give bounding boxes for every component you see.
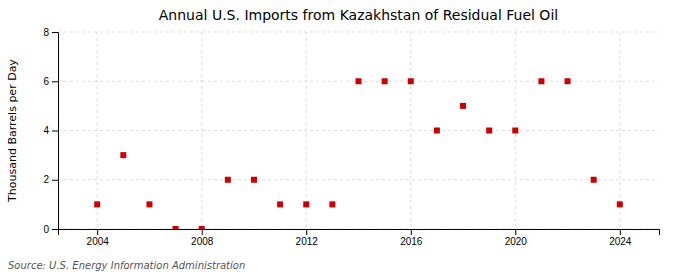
- point: [486, 128, 492, 134]
- point: [199, 226, 205, 229]
- tick-mark: [411, 229, 412, 235]
- point: [460, 103, 466, 109]
- tick: 8: [43, 27, 58, 38]
- tick: 2: [43, 174, 58, 185]
- point: [565, 78, 571, 84]
- tick-label: 2: [43, 174, 49, 185]
- point: [434, 128, 440, 134]
- point: [617, 201, 623, 207]
- point: [303, 201, 309, 207]
- point: [225, 177, 231, 183]
- tick-label: 2008: [191, 236, 214, 247]
- point: [408, 78, 414, 84]
- tick: 2004: [87, 229, 110, 247]
- grid-line-x: [306, 32, 307, 229]
- grid-line-x: [97, 32, 98, 229]
- point: [173, 226, 179, 229]
- tick-mark: [515, 229, 516, 235]
- tick-mark: [52, 32, 58, 33]
- point: [94, 201, 100, 207]
- point: [512, 128, 518, 134]
- source-note: Source: U.S. Energy Information Administ…: [8, 260, 245, 271]
- tick-label: 4: [43, 125, 49, 136]
- point: [356, 78, 362, 84]
- tick: 2016: [400, 229, 423, 247]
- tick-mark: [52, 131, 58, 132]
- tick-label: 2016: [400, 236, 423, 247]
- points: [94, 78, 623, 229]
- axis-line: [59, 230, 660, 236]
- tick: 2012: [296, 229, 319, 247]
- chart: 2004 2008 2012 2016 2020 2024 0 2 4 6 8 Annual U.S.…: [0, 0, 675, 275]
- grid: [58, 32, 659, 229]
- grid-line-x: [619, 32, 620, 229]
- point: [120, 152, 126, 158]
- tick-mark: [202, 229, 203, 235]
- y-axis-label: Thousand Barrels per Day: [6, 59, 19, 203]
- tick-label: 2004: [87, 236, 110, 247]
- point: [146, 201, 152, 207]
- tick-label: 6: [43, 76, 49, 87]
- grid-line-y: [58, 179, 659, 180]
- grid-line-x: [410, 32, 411, 229]
- tick-mark: [306, 229, 307, 235]
- y-axis: 0 2 4 6 8: [43, 27, 58, 235]
- point: [251, 177, 257, 183]
- x-axis: 2004 2008 2012 2016 2020 2024: [59, 229, 660, 247]
- tick: 2024: [609, 229, 632, 247]
- tick-label: 0: [43, 224, 49, 235]
- tick-mark: [97, 229, 98, 235]
- point: [329, 201, 335, 207]
- tick-label: 2020: [505, 236, 528, 247]
- point: [382, 78, 388, 84]
- grid-line-y: [58, 32, 659, 33]
- tick-label: 2012: [296, 236, 319, 247]
- point: [538, 78, 544, 84]
- tick-label: 2024: [609, 236, 632, 247]
- tick: 0: [43, 224, 58, 235]
- point: [277, 201, 283, 207]
- tick: 2008: [191, 229, 214, 247]
- tick-mark: [52, 180, 58, 181]
- grid-line-y: [58, 130, 659, 131]
- tick: 6: [43, 76, 58, 87]
- axis-line: [52, 33, 59, 230]
- tick-label: 8: [43, 27, 49, 38]
- tick-mark: [52, 81, 58, 82]
- grid-line-x: [201, 32, 202, 229]
- tick-mark: [620, 229, 621, 235]
- title: Annual U.S. Imports from Kazakhstan of R…: [159, 7, 558, 23]
- point: [591, 177, 597, 183]
- tick-mark: [52, 229, 58, 230]
- tick: 4: [43, 125, 58, 136]
- plot: 2004 2008 2012 2016 2020 2024 0 2 4 6 8: [43, 27, 659, 247]
- tick: 2020: [505, 229, 528, 247]
